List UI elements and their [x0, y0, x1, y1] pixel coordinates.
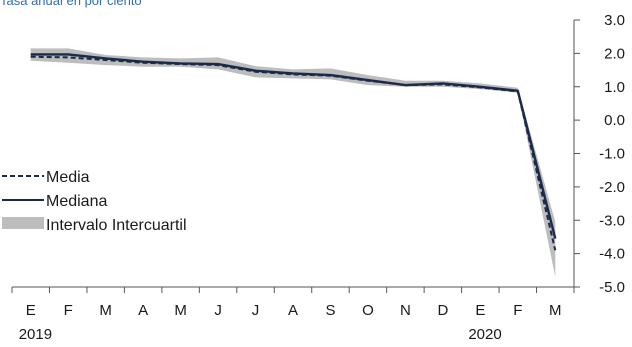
legend-label: Intervalo Intercuartil [46, 217, 187, 234]
y-tick-label: -1.0 [599, 146, 625, 163]
series-line-layer [30, 53, 557, 251]
legend-label: Media [46, 169, 90, 186]
iqr-band-layer [30, 48, 556, 278]
x-tick-label: E [26, 302, 36, 319]
x-tick-label: S [325, 302, 335, 319]
x-tick-label: M [549, 302, 562, 319]
x-tick-label: D [437, 302, 448, 319]
legend-swatch-iqr [2, 217, 44, 229]
x-tick-label: O [362, 302, 374, 319]
x-tick-label: A [138, 302, 148, 319]
x-tick-label: F [513, 302, 522, 319]
x-tick-label: M [99, 302, 112, 319]
x-tick-label: J [214, 302, 222, 319]
y-tick-label: -5.0 [599, 279, 625, 296]
y-tick-label: 2.0 [604, 45, 625, 62]
y-tick-label: 3.0 [604, 12, 625, 29]
x-tick-label: J [252, 302, 260, 319]
year-label: 2019 [19, 326, 52, 343]
axes: 3.0 2.0 1.0 0.0 -1.0 -2.0 -3.0 -4.0 -5.0 E F M A M J J A… [11, 12, 625, 343]
x-tick-label: F [64, 302, 73, 319]
x-tick-label: E [475, 302, 485, 319]
y-tick-label: 0.0 [604, 112, 625, 129]
iqr-band [30, 48, 556, 278]
legend-label: Mediana [46, 193, 107, 210]
x-tick-label: N [400, 302, 411, 319]
y-tick-label: -3.0 [599, 212, 625, 229]
year-label: 2020 [468, 326, 501, 343]
y-tick-label: -2.0 [599, 179, 625, 196]
y-tick-label: 1.0 [604, 79, 625, 96]
chart-subtitle: Tasa anual en por ciento [0, 0, 142, 8]
x-tick-label: M [174, 302, 187, 319]
mediana-line [30, 53, 557, 239]
legend: Media Mediana Intervalo Intercuartil [2, 169, 187, 234]
y-tick-label: -4.0 [599, 246, 625, 263]
x-tick-label: A [288, 302, 298, 319]
